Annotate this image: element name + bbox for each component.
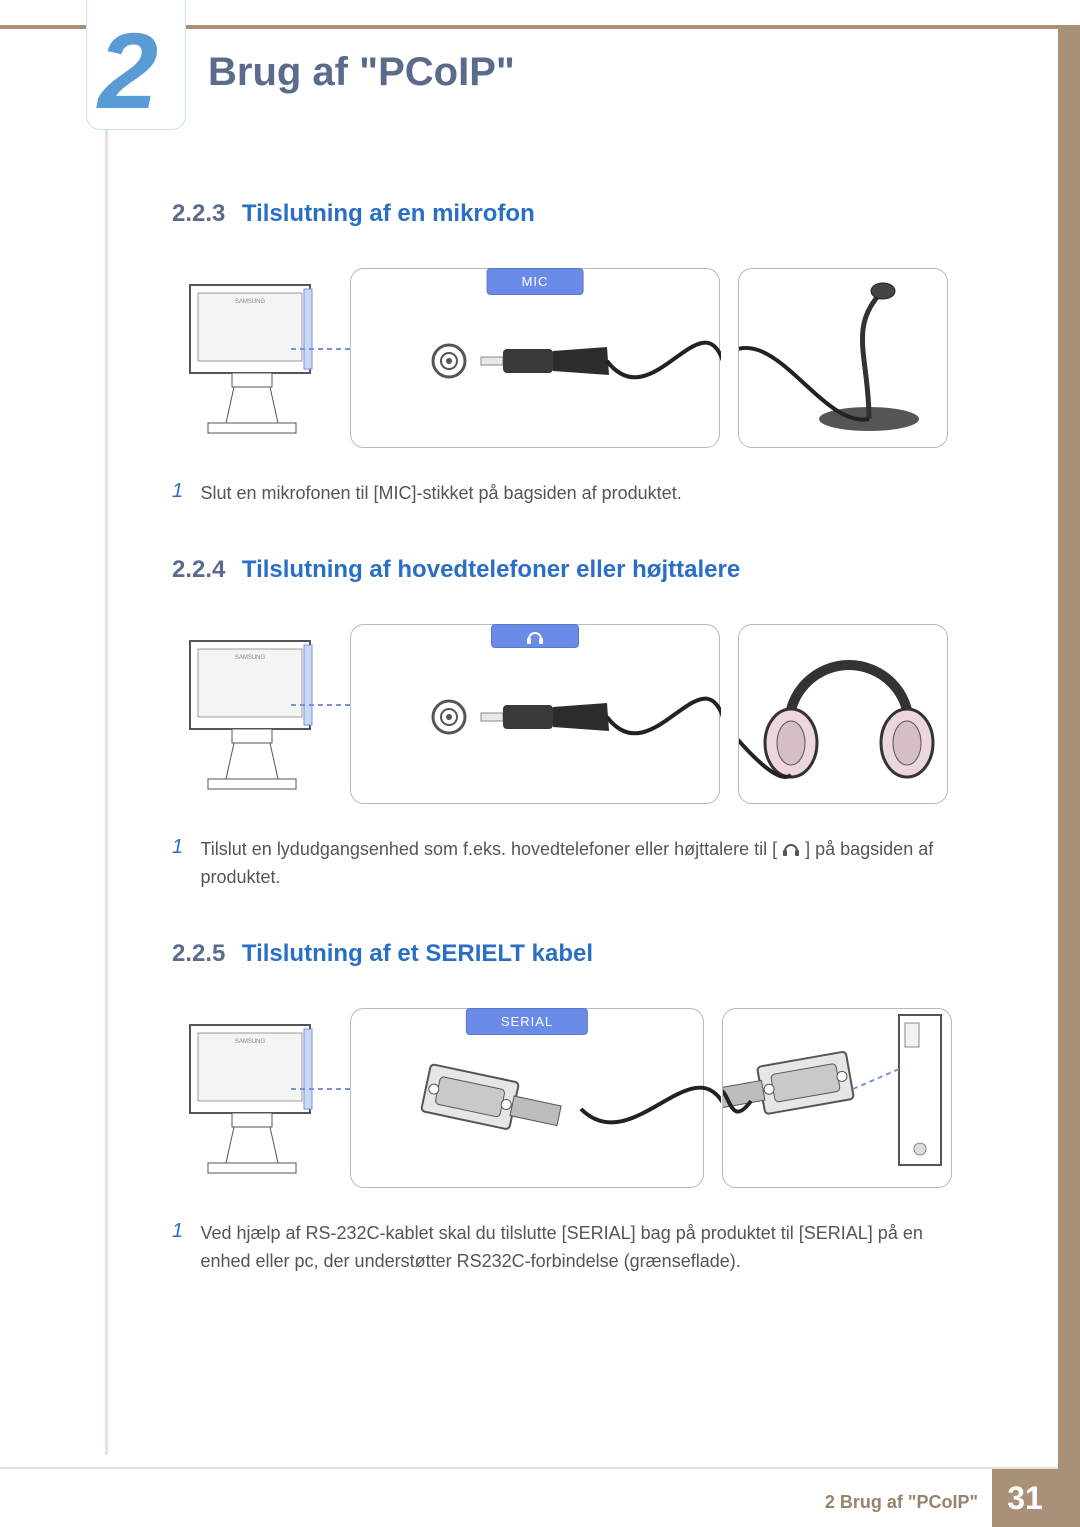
- left-thin-bar: [105, 25, 108, 1455]
- section-number: 2.2.5: [172, 940, 225, 967]
- chapter-number: 2: [98, 8, 152, 133]
- device-headphones: [738, 624, 948, 804]
- section-number: 2.2.4: [172, 556, 225, 583]
- step-text-a: Tilslut en lydudgangsenhed som f.eks. ho…: [200, 839, 782, 859]
- footer-line: [0, 1467, 1058, 1469]
- svg-text:SAMSUNG: SAMSUNG: [235, 655, 266, 661]
- monitor-icon: SAMSUNG: [172, 1013, 332, 1183]
- figure-serial: SAMSUNG SERIAL: [172, 1008, 952, 1188]
- step-number: 1: [172, 480, 196, 503]
- monitor-icon: SAMSUNG: [172, 629, 332, 799]
- headphones-icon: [782, 841, 800, 857]
- section-title: Tilslutning af hovedtelefoner eller højt…: [242, 556, 740, 583]
- step-number: 1: [172, 836, 196, 859]
- page-content: 2.2.3 Tilslutning af en mikrofon SAMSUNG…: [172, 200, 952, 1275]
- section-number: 2.2.3: [172, 200, 225, 227]
- step-mic: 1 Slut en mikrofonen til [MIC]-stikket p…: [172, 480, 952, 508]
- svg-text:SAMSUNG: SAMSUNG: [235, 1039, 266, 1045]
- step-number: 1: [172, 1220, 196, 1243]
- section-serial: 2.2.5 Tilslutning af et SERIELT kabel SA…: [172, 940, 952, 1276]
- step-text: Ved hjælp af RS-232C-kablet skal du tils…: [200, 1220, 940, 1276]
- svg-text:SAMSUNG: SAMSUNG: [235, 299, 266, 305]
- figure-headphones: SAMSUNG: [172, 624, 952, 804]
- figure-mic: SAMSUNG MIC: [172, 268, 952, 448]
- page-footer: 2 Brug af "PCoIP" 31: [0, 1467, 1058, 1527]
- step-serial: 1 Ved hjælp af RS-232C-kablet skal du ti…: [172, 1220, 952, 1276]
- section-title: Tilslutning af en mikrofon: [242, 200, 535, 227]
- port-panel-serial: SERIAL: [350, 1008, 704, 1188]
- chapter-title: Brug af "PCoIP": [208, 50, 515, 95]
- port-panel-headphones: [350, 624, 720, 804]
- device-serial: [722, 1008, 952, 1188]
- device-mic: [738, 268, 948, 448]
- port-panel-mic: MIC: [350, 268, 720, 448]
- monitor-icon: SAMSUNG: [172, 273, 332, 443]
- section-headphones: 2.2.4 Tilslutning af hovedtelefoner elle…: [172, 556, 952, 892]
- step-headphones: 1 Tilslut en lydudgangsenhed som f.eks. …: [172, 836, 952, 892]
- right-bar: [1058, 25, 1080, 1527]
- page-number: 31: [992, 1469, 1058, 1527]
- footer-title: 2 Brug af "PCoIP": [825, 1492, 978, 1513]
- step-text: Tilslut en lydudgangsenhed som f.eks. ho…: [200, 836, 940, 892]
- step-text: Slut en mikrofonen til [MIC]-stikket på …: [200, 480, 940, 508]
- section-mic: 2.2.3 Tilslutning af en mikrofon SAMSUNG…: [172, 200, 952, 508]
- section-title: Tilslutning af et SERIELT kabel: [242, 940, 593, 967]
